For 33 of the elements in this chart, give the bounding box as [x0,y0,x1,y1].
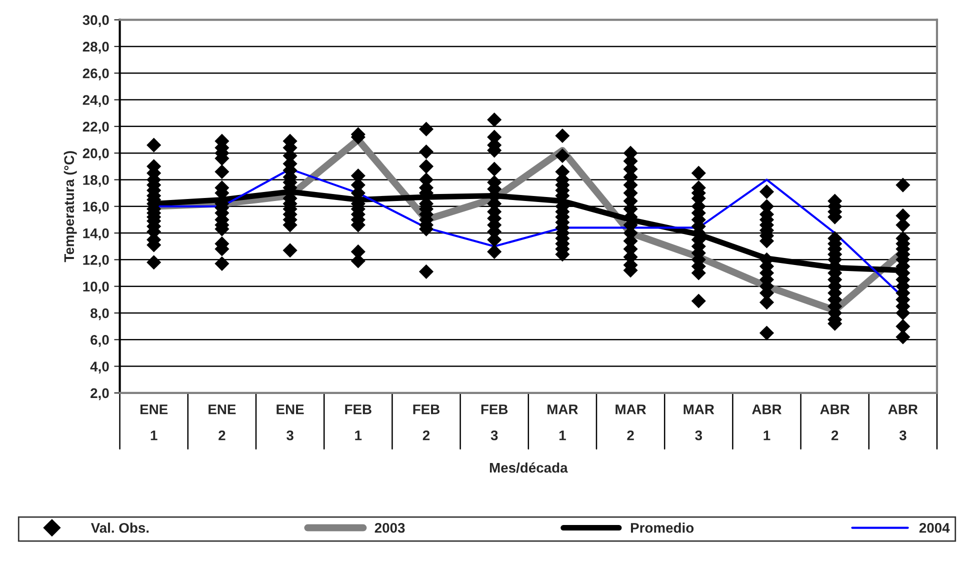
y-tick-label: 28,0 [82,42,109,54]
y-tick-label: 10,0 [83,282,109,294]
x-tick-label: ABR 2 [820,404,850,440]
y-tick-label: 16,0 [83,202,109,214]
y-tick-label: 20,0 [82,148,109,160]
y-tick-label: 12,0 [83,255,109,267]
x-axis-title: Mes/década [490,462,568,473]
y-tick-label: 22,0 [82,122,109,134]
x-tick-label: ENE 1 [140,404,168,440]
x-tick-label: MAR 3 [684,404,714,440]
y-tick-label: 14,0 [83,228,109,240]
x-tick-label: MAR 2 [616,404,646,440]
x-tick-label: ENE 2 [208,404,236,440]
legend-label: Promedio [630,522,694,533]
x-tick-label: FEB 1 [345,404,372,440]
y-tick-label: 18,0 [83,175,109,187]
y-tick-label: 26,0 [82,68,109,80]
legend-label: 2004 [919,522,950,533]
x-tick-label: MAR 1 [548,404,578,440]
y-tick-label: 30,0 [82,15,109,28]
y-tick-label: 4,0 [90,362,109,374]
legend-label: 2003 [374,522,405,533]
x-tick-label: ENE 3 [276,404,304,440]
y-tick-label: 8,0 [90,308,109,320]
x-tick-label: ABR 3 [888,404,918,440]
y-tick-label: 6,0 [90,334,109,347]
x-tick-label: FEB 2 [413,404,440,440]
y-tick-label: 24,0 [82,95,109,107]
y-tick-label: 2,0 [90,388,109,400]
y-axis-title: Temperatura (°C) [64,151,77,262]
legend-label: Val. Obs. [90,522,149,533]
x-tick-label: ABR 1 [752,404,782,440]
x-tick-label: FEB 3 [481,404,508,440]
